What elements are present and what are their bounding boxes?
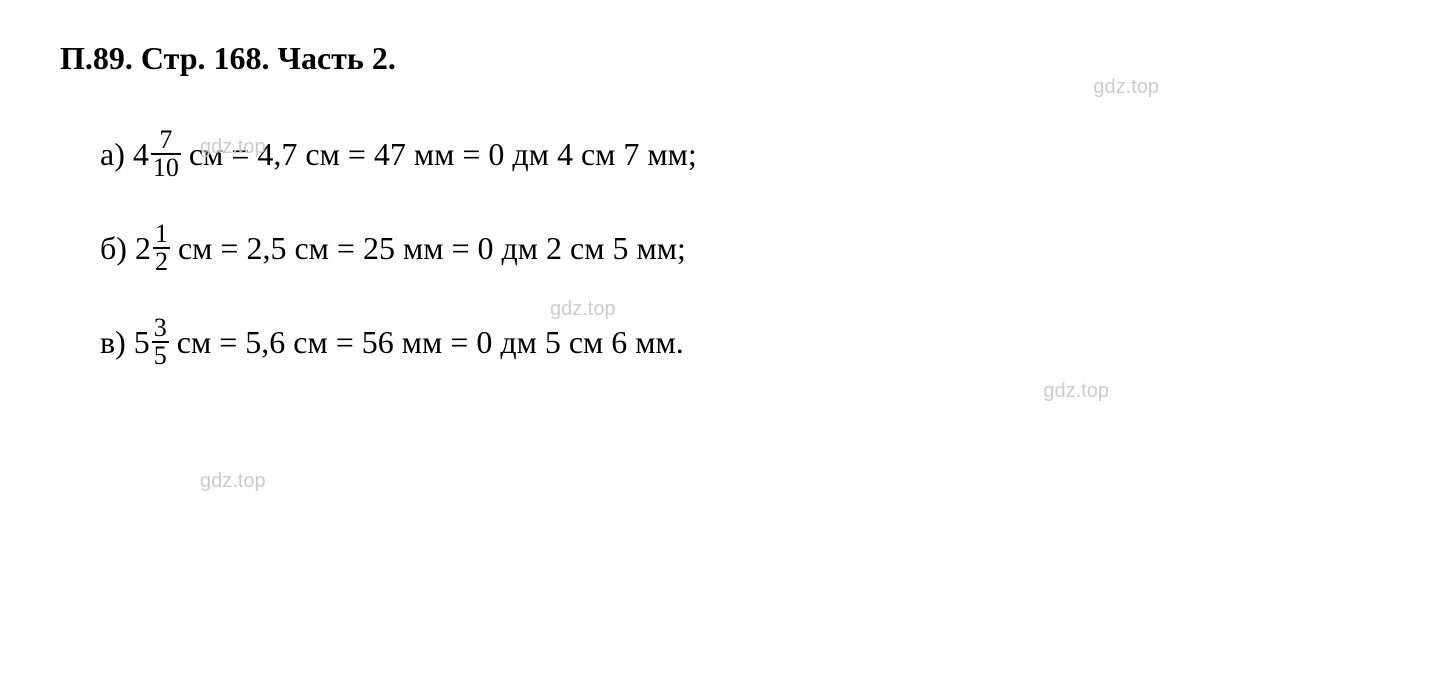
mixed-number: 2 1 2 <box>135 221 170 275</box>
watermark: gdz.top <box>200 470 266 493</box>
fraction: 3 5 <box>152 315 169 369</box>
header-part: Часть 2. <box>277 40 395 76</box>
equation-label: в) <box>100 326 126 358</box>
denominator: 5 <box>152 341 169 369</box>
header-section: П.89. <box>60 40 133 76</box>
equation-row: а) 4 7 10 см = 4,7 см = 47 мм = 0 дм 4 с… <box>100 127 1369 181</box>
denominator: 10 <box>151 153 181 181</box>
denominator: 2 <box>153 247 170 275</box>
mixed-number: 5 3 5 <box>134 315 169 369</box>
equation-text: см = 2,5 см = 25 мм = 0 дм 2 см 5 мм; <box>178 232 686 264</box>
numerator: 7 <box>157 127 174 153</box>
watermark: gdz.top <box>1043 380 1109 403</box>
header-page: Стр. 168. <box>141 40 270 76</box>
watermark: gdz.top <box>1093 76 1159 99</box>
equation-row: б) 2 1 2 см = 2,5 см = 25 мм = 0 дм 2 см… <box>100 221 1369 275</box>
watermark: gdz.top <box>200 136 266 159</box>
equation-label: б) <box>100 232 127 264</box>
numerator: 1 <box>153 221 170 247</box>
page-header: П.89. Стр. 168. Часть 2. <box>60 40 1369 77</box>
whole-part: 2 <box>135 232 151 264</box>
fraction: 7 10 <box>151 127 181 181</box>
whole-part: 5 <box>134 326 150 358</box>
whole-part: 4 <box>133 138 149 170</box>
equation-label: а) <box>100 138 125 170</box>
watermark: gdz.top <box>550 298 616 321</box>
numerator: 3 <box>152 315 169 341</box>
equation-row: в) 5 3 5 см = 5,6 см = 56 мм = 0 дм 5 см… <box>100 315 1369 369</box>
mixed-number: 4 7 10 <box>133 127 181 181</box>
equations-list: а) 4 7 10 см = 4,7 см = 47 мм = 0 дм 4 с… <box>100 127 1369 369</box>
document-container: gdz.top gdz.top gdz.top gdz.top gdz.top … <box>60 40 1369 369</box>
fraction: 1 2 <box>153 221 170 275</box>
equation-text: см = 5,6 см = 56 мм = 0 дм 5 см 6 мм. <box>177 326 684 358</box>
